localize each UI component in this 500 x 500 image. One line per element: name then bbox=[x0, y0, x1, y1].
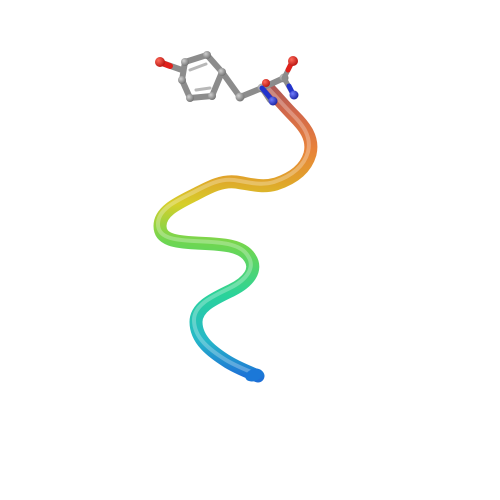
backbone-tube bbox=[153, 81, 318, 383]
ligand-ball-and-stick bbox=[155, 51, 299, 106]
